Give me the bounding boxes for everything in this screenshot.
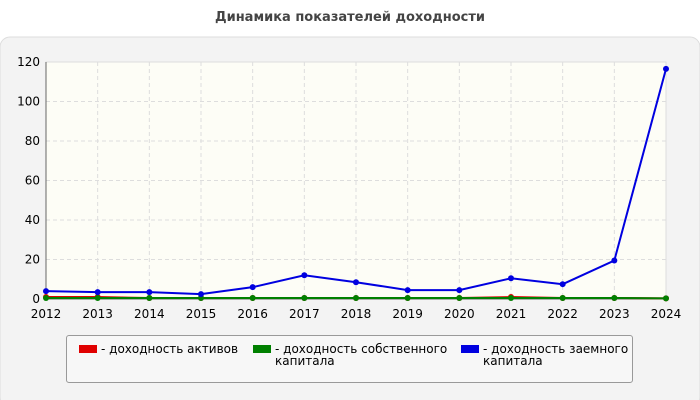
y-tick-label: 60 xyxy=(25,174,40,188)
y-tick-label: 40 xyxy=(25,213,40,227)
point xyxy=(301,272,308,279)
point xyxy=(404,295,411,302)
point xyxy=(353,295,359,302)
y-tick-label: 100 xyxy=(17,95,40,109)
x-tick-label: 2015 xyxy=(186,307,217,321)
x-tick-label: 2024 xyxy=(651,307,682,321)
point xyxy=(94,295,101,302)
legend-label: - доходность заемного капитала xyxy=(483,342,629,368)
x-tick-label: 2016 xyxy=(237,307,268,321)
legend-label: - доходность активов xyxy=(101,342,239,356)
x-tick-label: 2019 xyxy=(392,307,423,321)
point xyxy=(94,289,101,296)
legend-entry: - доходность заемного капитала xyxy=(461,343,643,367)
x-tick-label: 2018 xyxy=(341,307,372,321)
point xyxy=(663,295,669,302)
x-tick-label: 2012 xyxy=(31,307,62,321)
y-tick-label: 120 xyxy=(17,55,40,69)
point xyxy=(663,65,669,72)
y-tick-label: 80 xyxy=(25,134,40,148)
chart-title: Динамика показателей доходности xyxy=(215,10,485,25)
legend-swatch xyxy=(253,345,271,353)
x-tick-label: 2020 xyxy=(444,307,475,321)
point xyxy=(301,295,308,302)
point xyxy=(43,288,49,295)
x-tick-label: 2023 xyxy=(599,307,630,321)
legend-label: - доходность собственного капитала xyxy=(275,342,448,368)
point xyxy=(456,295,463,302)
legend-swatch xyxy=(461,345,479,353)
x-tick-label: 2013 xyxy=(82,307,113,321)
point xyxy=(198,291,204,298)
point xyxy=(404,287,411,294)
point xyxy=(559,281,566,288)
point xyxy=(353,279,359,286)
x-tick-label: 2021 xyxy=(496,307,527,321)
y-tick-label: 20 xyxy=(25,253,40,267)
point xyxy=(249,284,256,291)
legend-entry: - доходность активов xyxy=(79,343,261,355)
point xyxy=(508,275,514,282)
point xyxy=(559,295,566,302)
point xyxy=(508,295,514,302)
legend: - доходность активов - доходность собстве… xyxy=(66,335,633,383)
point xyxy=(611,257,618,264)
point xyxy=(146,289,153,296)
point xyxy=(456,287,463,294)
x-tick-label: 2017 xyxy=(289,307,320,321)
point xyxy=(43,295,49,302)
x-tick-label: 2022 xyxy=(547,307,578,321)
x-tick-label: 2014 xyxy=(134,307,165,321)
point xyxy=(611,295,618,302)
legend-entry: - доходность собственного капитала xyxy=(253,343,465,367)
y-tick-label: 0 xyxy=(32,292,40,306)
legend-swatch xyxy=(79,345,97,353)
point xyxy=(249,295,256,302)
point xyxy=(146,295,153,302)
